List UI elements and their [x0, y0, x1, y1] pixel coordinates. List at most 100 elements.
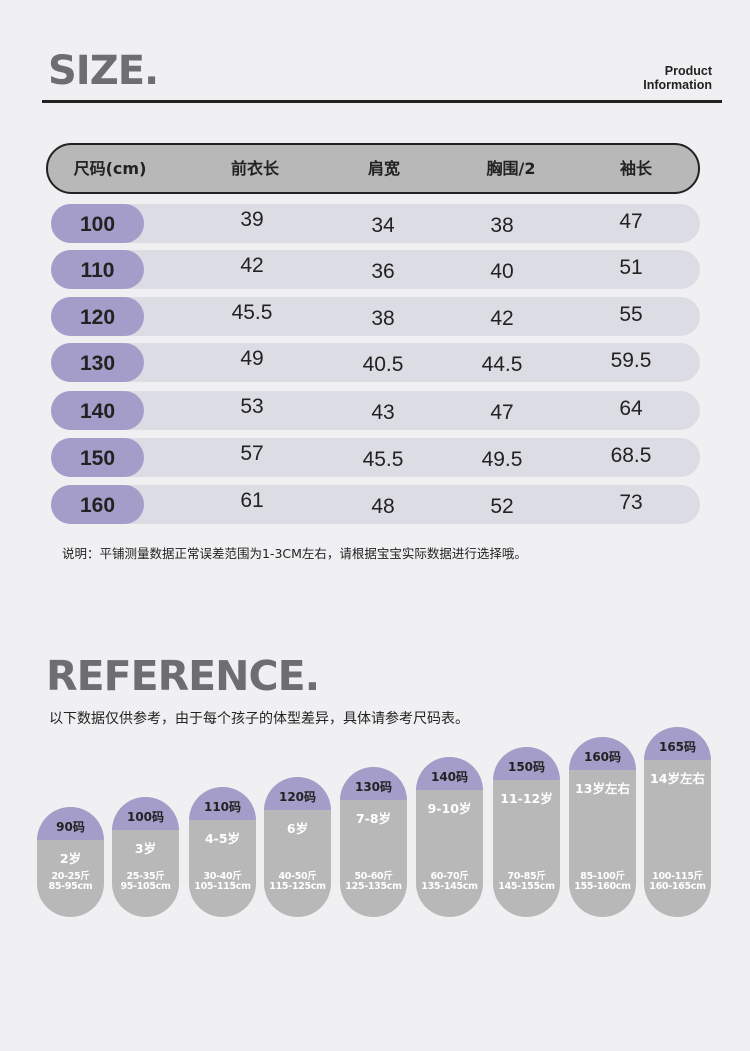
pill-height-label: 145-155cm — [498, 881, 555, 892]
table-cell: 57 — [240, 442, 264, 465]
pill-height-label: 105-115cm — [194, 881, 251, 892]
row-size-label: 100 — [51, 204, 144, 243]
table-row: 150 57 45.5 49.5 68.5 — [51, 438, 700, 477]
row-size-label: 120 — [51, 297, 144, 336]
table-cell: 55 — [619, 303, 643, 326]
reference-pill: 100码 3岁 25-35斤 95-105cm — [112, 797, 179, 917]
pill-height-label: 125-135cm — [345, 881, 402, 892]
table-cell: 38 — [371, 307, 395, 330]
table-cell: 40 — [490, 260, 514, 283]
table-cell: 38 — [490, 214, 514, 237]
pill-age-label: 7-8岁 — [355, 811, 392, 826]
pill-size-label: 150码 — [493, 747, 560, 780]
table-cell: 59.5 — [610, 349, 652, 372]
header-divider — [42, 100, 722, 103]
table-row: 120 45.5 38 42 55 — [51, 297, 700, 336]
pill-weight-label: 25-35斤 — [126, 871, 165, 882]
pill-weight-label: 85-100斤 — [580, 871, 625, 882]
row-size-label: 130 — [51, 343, 144, 382]
measurement-note: 说明：平铺测量数据正常误差范围为1-3CM左右，请根据宝宝实际数据进行选择哦。 — [62, 546, 527, 561]
table-cell: 36 — [371, 260, 395, 283]
size-title: SIZE. — [48, 48, 159, 94]
table-cell: 45.5 — [362, 448, 404, 471]
row-size-label: 160 — [51, 485, 144, 524]
table-cell: 73 — [619, 491, 643, 514]
pill-size-label: 110码 — [189, 787, 256, 820]
pill-size-label: 90码 — [37, 807, 104, 840]
pill-size-label: 120码 — [264, 777, 331, 810]
reference-pill: 140码 9-10岁 60-70斤 135-145cm — [416, 757, 483, 917]
pill-size-label: 130码 — [340, 767, 407, 800]
header-size: 尺码(cm) — [73, 159, 147, 178]
pill-height-label: 160-165cm — [649, 881, 706, 892]
header-shoulder: 肩宽 — [367, 159, 401, 178]
reference-pill: 130码 7-8岁 50-60斤 125-135cm — [340, 767, 407, 917]
table-cell: 49.5 — [481, 448, 523, 471]
row-size-label: 150 — [51, 438, 144, 477]
reference-pill: 110码 4-5岁 30-40斤 105-115cm — [189, 787, 256, 917]
reference-title: REFERENCE. — [46, 652, 320, 700]
table-row: 130 49 40.5 44.5 59.5 — [51, 343, 700, 382]
table-cell: 44.5 — [481, 353, 523, 376]
pill-age-label: 3岁 — [134, 841, 157, 856]
table-cell: 47 — [619, 210, 643, 233]
table-cell: 43 — [371, 401, 395, 424]
pill-age-label: 6岁 — [286, 821, 309, 836]
reference-pill: 165码 14岁左右 100-115斤 160-165cm — [644, 727, 711, 917]
table-cell: 40.5 — [362, 353, 404, 376]
pill-size-label: 140码 — [416, 757, 483, 790]
pill-weight-label: 40-50斤 — [278, 871, 317, 882]
pill-size-label: 160码 — [569, 737, 636, 770]
table-row: 160 61 48 52 73 — [51, 485, 700, 524]
reference-pill: 150码 11-12岁 70-85斤 145-155cm — [493, 747, 560, 917]
table-cell: 42 — [240, 254, 264, 277]
pill-size-label: 100码 — [112, 797, 179, 830]
table-cell: 68.5 — [610, 444, 652, 467]
table-cell: 51 — [619, 256, 643, 279]
pill-weight-label: 70-85斤 — [507, 871, 546, 882]
pill-weight-label: 30-40斤 — [203, 871, 242, 882]
reference-pill: 90码 2岁 20-25斤 85-95cm — [37, 807, 104, 917]
pill-height-label: 135-145cm — [421, 881, 478, 892]
reference-subtitle: 以下数据仅供参考，由于每个孩子的体型差异，具体请参考尺码表。 — [49, 711, 469, 727]
pill-age-label: 13岁左右 — [575, 781, 630, 796]
table-cell: 64 — [619, 397, 643, 420]
pill-weight-label: 100-115斤 — [652, 871, 703, 882]
info-line-2: Information — [643, 78, 712, 92]
table-cell: 45.5 — [231, 301, 273, 324]
pill-age-label: 14岁左右 — [650, 771, 705, 786]
header-front-length: 前衣长 — [230, 159, 280, 178]
pill-age-label: 9-10岁 — [427, 801, 472, 816]
row-size-label: 140 — [51, 391, 144, 430]
table-cell: 61 — [240, 489, 264, 512]
table-cell: 34 — [371, 214, 395, 237]
table-row: 100 39 34 38 47 — [51, 204, 700, 243]
table-cell: 49 — [240, 347, 264, 370]
table-cell: 53 — [240, 395, 264, 418]
table-cell: 47 — [490, 401, 514, 424]
table-cell: 39 — [240, 208, 264, 231]
pill-height-label: 85-95cm — [48, 881, 93, 892]
pill-age-label: 11-12岁 — [500, 791, 553, 806]
pill-age-label: 2岁 — [59, 851, 82, 866]
reference-pill: 120码 6岁 40-50斤 115-125cm — [264, 777, 331, 917]
pill-age-label: 4-5岁 — [204, 831, 241, 846]
reference-pill: 160码 13岁左右 85-100斤 155-160cm — [569, 737, 636, 917]
table-cell: 48 — [371, 495, 395, 518]
info-line-1: Product — [664, 64, 712, 78]
table-row: 140 53 43 47 64 — [51, 391, 700, 430]
pill-weight-label: 50-60斤 — [354, 871, 393, 882]
pill-height-label: 155-160cm — [574, 881, 631, 892]
table-cell: 42 — [490, 307, 514, 330]
pill-height-label: 115-125cm — [269, 881, 326, 892]
table-cell: 52 — [490, 495, 514, 518]
pill-height-label: 95-105cm — [120, 881, 171, 892]
pill-size-label: 165码 — [644, 727, 711, 760]
pill-weight-label: 60-70斤 — [430, 871, 469, 882]
row-size-label: 110 — [51, 250, 144, 289]
product-information-label: Product Information — [643, 64, 712, 92]
header-chest: 胸围/2 — [486, 159, 536, 178]
table-row: 110 42 36 40 51 — [51, 250, 700, 289]
size-table-header: 尺码(cm) 前衣长 肩宽 胸围/2 袖长 — [46, 143, 700, 194]
header-sleeve: 袖长 — [619, 159, 653, 178]
